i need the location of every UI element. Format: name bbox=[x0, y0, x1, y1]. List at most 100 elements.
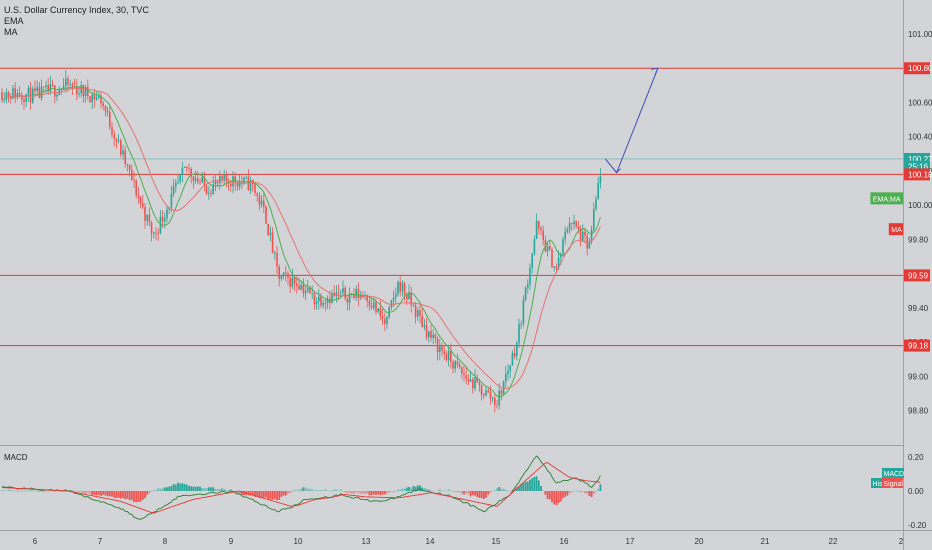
histogram-bar bbox=[93, 491, 96, 495]
candle-down bbox=[478, 382, 481, 385]
histogram-bar bbox=[216, 489, 219, 491]
ema-indicator-label[interactable]: EMA bbox=[4, 16, 24, 26]
histogram-bar bbox=[507, 490, 509, 492]
candle-up bbox=[355, 288, 357, 297]
histogram-bar bbox=[335, 489, 338, 491]
candle-down bbox=[445, 354, 448, 361]
candle-up bbox=[335, 292, 338, 296]
candle-up bbox=[238, 181, 241, 187]
histogram-bar bbox=[328, 490, 331, 492]
macd-tick-label: 0.00 bbox=[908, 487, 924, 496]
histogram-bar bbox=[276, 491, 278, 501]
ma-indicator-label[interactable]: MA bbox=[4, 27, 18, 37]
candle-up bbox=[98, 95, 100, 98]
histogram-bar bbox=[390, 491, 393, 492]
candle-up bbox=[307, 288, 309, 292]
candle-down bbox=[320, 296, 322, 306]
histogram-bar bbox=[95, 491, 98, 496]
candle-up bbox=[511, 352, 514, 366]
histogram-bar bbox=[386, 491, 388, 494]
histogram-bar bbox=[172, 483, 175, 491]
histogram-bar bbox=[260, 491, 263, 499]
candle-up bbox=[318, 296, 320, 302]
histogram-bar bbox=[34, 490, 36, 492]
histogram-bar bbox=[137, 491, 140, 502]
histogram-bar bbox=[546, 491, 549, 500]
candle-up bbox=[56, 94, 58, 97]
histogram-bar bbox=[588, 491, 591, 496]
projection-dip-arrowhead bbox=[612, 167, 621, 174]
histogram-bar bbox=[51, 490, 54, 492]
price-badge-label: 99.18 bbox=[908, 342, 929, 351]
candle-down bbox=[7, 92, 10, 97]
histogram-bar bbox=[150, 491, 153, 492]
price-tick-label: 99.80 bbox=[908, 235, 929, 244]
indicator-badge bbox=[888, 223, 903, 236]
candle-up bbox=[553, 266, 555, 268]
histogram-bar bbox=[152, 490, 155, 491]
histogram-bar bbox=[89, 491, 91, 494]
candle-down bbox=[346, 298, 349, 303]
candle-up bbox=[183, 166, 186, 168]
candle-down bbox=[353, 293, 355, 297]
histogram-bar bbox=[326, 490, 329, 492]
histogram-bar bbox=[25, 490, 28, 492]
projection-arrow[interactable] bbox=[605, 67, 659, 174]
candle-down bbox=[21, 96, 23, 99]
histogram-bar bbox=[240, 491, 243, 496]
candle-down bbox=[425, 325, 428, 338]
time-tick-label: 6 bbox=[33, 537, 38, 546]
macd-badge bbox=[882, 478, 903, 488]
candle-up bbox=[573, 221, 575, 224]
histogram-bar bbox=[542, 490, 545, 491]
candle-down bbox=[549, 246, 551, 250]
histogram-bar bbox=[273, 491, 276, 500]
candle-down bbox=[133, 180, 135, 181]
histogram-bar bbox=[412, 485, 415, 491]
ema-line bbox=[1, 86, 601, 398]
histogram-bar bbox=[221, 487, 223, 491]
candle-up bbox=[322, 303, 324, 306]
histogram-bar bbox=[548, 491, 551, 500]
histogram-bar bbox=[192, 486, 195, 491]
histogram-bar bbox=[108, 491, 111, 497]
candle-down bbox=[186, 166, 188, 169]
candle-up bbox=[122, 150, 124, 155]
candle-up bbox=[568, 222, 571, 230]
candle-up bbox=[65, 78, 67, 86]
candle-down bbox=[287, 273, 289, 278]
candle-down bbox=[190, 168, 192, 177]
candle-up bbox=[395, 294, 397, 298]
candle-up bbox=[69, 84, 71, 85]
histogram-bar bbox=[199, 486, 201, 491]
histogram-bar bbox=[449, 490, 452, 492]
candle-up bbox=[326, 298, 329, 303]
candle-up bbox=[5, 92, 8, 100]
candle-down bbox=[399, 281, 401, 292]
price-tick-label: 98.80 bbox=[908, 407, 929, 416]
candle-up bbox=[590, 229, 593, 242]
price-badge-label: 25:16 bbox=[908, 163, 929, 172]
candle-up bbox=[595, 198, 597, 210]
histogram-bar bbox=[467, 491, 470, 494]
histogram-bar bbox=[401, 488, 404, 491]
level-lines[interactable] bbox=[0, 67, 903, 347]
histogram-bar bbox=[348, 491, 351, 493]
histogram-bar bbox=[531, 477, 534, 491]
candle-up bbox=[146, 214, 148, 221]
histogram-bar bbox=[284, 491, 287, 496]
candle-down bbox=[276, 252, 278, 267]
histogram-bar bbox=[502, 488, 505, 491]
candle-down bbox=[148, 214, 151, 223]
time-tick-label: 17 bbox=[626, 537, 635, 546]
candle-up bbox=[80, 85, 82, 94]
histogram-bar bbox=[73, 491, 76, 492]
candle-down bbox=[406, 294, 408, 300]
candle-up bbox=[311, 293, 313, 294]
candle-down bbox=[221, 176, 223, 181]
macd-badge bbox=[871, 478, 883, 488]
candle-down bbox=[465, 375, 467, 379]
histogram-bar bbox=[27, 491, 30, 492]
candle-up bbox=[340, 292, 342, 294]
candle-down bbox=[93, 94, 96, 100]
